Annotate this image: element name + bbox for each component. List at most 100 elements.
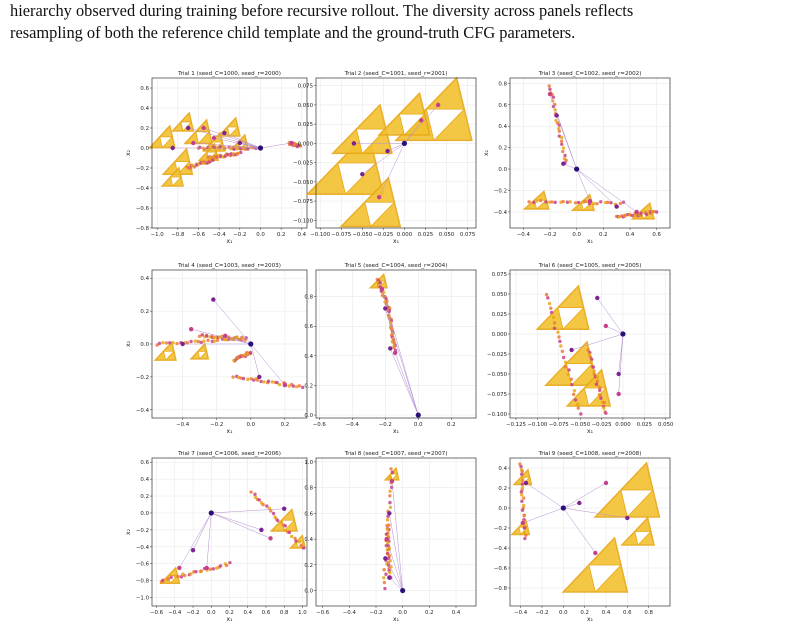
sample-point bbox=[301, 546, 306, 550]
sample-point bbox=[240, 336, 245, 340]
sample-point bbox=[520, 493, 524, 497]
y-tick-label: −0.8 bbox=[494, 586, 508, 592]
y-tick-label: 0.2 bbox=[140, 309, 149, 315]
hierarchy-link bbox=[404, 104, 439, 144]
y-tick-label: 0.000 bbox=[492, 332, 508, 338]
fractal-hole bbox=[159, 136, 174, 149]
sample-point bbox=[567, 368, 571, 372]
sample-point bbox=[519, 490, 524, 494]
sample-point bbox=[384, 572, 388, 576]
y-tick-label: 0.025 bbox=[298, 122, 313, 128]
x-tick-label: 0.0 bbox=[414, 422, 423, 428]
hierarchy-link bbox=[188, 127, 261, 149]
child-node bbox=[616, 371, 621, 377]
child-node bbox=[595, 295, 600, 301]
x-tick-label: 0.4 bbox=[626, 232, 635, 238]
y-tick-label: 0.0 bbox=[140, 511, 149, 517]
root-node bbox=[560, 505, 566, 511]
root-node bbox=[620, 331, 626, 337]
x-tick-label: −0.2 bbox=[543, 232, 556, 238]
y-tick-label: −0.025 bbox=[293, 161, 313, 167]
hierarchy-link bbox=[250, 343, 260, 377]
sample-point bbox=[590, 357, 594, 362]
hierarchy-link bbox=[213, 137, 261, 149]
sample-point bbox=[161, 578, 165, 582]
sample-point bbox=[229, 152, 233, 156]
sample-point bbox=[283, 528, 287, 533]
sample-point bbox=[269, 509, 273, 513]
child-node bbox=[554, 113, 559, 118]
sample-point bbox=[287, 384, 291, 388]
sample-point bbox=[602, 400, 606, 405]
sample-point bbox=[556, 330, 560, 334]
y-tick-label: 0.8 bbox=[304, 295, 313, 301]
hierarchy-link bbox=[605, 325, 624, 335]
sample-point bbox=[522, 503, 526, 508]
child-node bbox=[379, 287, 385, 292]
panel-trial-6: −0.125 −0.100 −0.075 −0.050 −0.025 0.000 0.025… bbox=[487, 263, 674, 435]
hierarchy-link bbox=[389, 348, 419, 416]
sample-point bbox=[235, 152, 240, 156]
hierarchy-link bbox=[179, 512, 212, 569]
x-tick-label: −0.075 bbox=[331, 232, 351, 238]
fractal-hole bbox=[170, 176, 182, 187]
sample-point bbox=[563, 360, 568, 364]
sample-point bbox=[277, 382, 282, 387]
sample-point bbox=[561, 355, 566, 360]
child-node bbox=[387, 511, 392, 516]
fractal-hole bbox=[398, 113, 426, 136]
sample-point bbox=[579, 412, 583, 416]
sample-point bbox=[385, 518, 390, 522]
x-tick-label: 0.0 bbox=[572, 232, 581, 238]
y-tick-label: 0.4 bbox=[140, 276, 149, 282]
child-node bbox=[384, 536, 389, 542]
y-tick-label: −0.4 bbox=[136, 186, 150, 192]
x-tick-label: −0.6 bbox=[192, 232, 206, 238]
hierarchy-link bbox=[381, 289, 419, 416]
sample-point bbox=[383, 586, 387, 591]
sample-point bbox=[246, 377, 250, 382]
panel-title: Trial 8 (seed_C=1007, seed_r=2007) bbox=[344, 451, 448, 457]
sample-point bbox=[568, 200, 572, 204]
hierarchy-link bbox=[571, 333, 624, 351]
sample-point bbox=[171, 341, 175, 345]
root-node bbox=[574, 166, 580, 172]
x-tick-label: 0.2 bbox=[281, 422, 290, 428]
sample-point bbox=[287, 530, 292, 535]
x-tick-label: −0.4 bbox=[517, 232, 531, 238]
y-tick-label: −0.075 bbox=[487, 392, 507, 398]
child-node bbox=[289, 140, 294, 146]
sample-point bbox=[560, 349, 565, 354]
sample-point bbox=[586, 348, 590, 352]
sample-point bbox=[197, 334, 202, 338]
x-tick-label: −0.2 bbox=[379, 422, 392, 428]
y-tick-label: 0.050 bbox=[298, 103, 314, 109]
y-tick-label: 0.2 bbox=[498, 146, 507, 152]
y-tick-label: −0.025 bbox=[487, 352, 507, 358]
x-tick-label: 0.0 bbox=[256, 232, 265, 238]
child-node bbox=[268, 536, 273, 541]
child-node bbox=[435, 102, 441, 108]
x-tick-label: 0.000 bbox=[397, 232, 413, 238]
child-node bbox=[190, 547, 196, 553]
caption-line-2: resampling of both the reference child t… bbox=[10, 23, 576, 42]
sample-point bbox=[179, 575, 184, 579]
hierarchy-link bbox=[211, 512, 271, 539]
sample-point bbox=[194, 569, 198, 574]
y-tick-label: 0.8 bbox=[304, 486, 313, 492]
sample-point bbox=[575, 402, 580, 407]
x-tick-label: −0.100 bbox=[527, 422, 548, 428]
hierarchy-link bbox=[260, 142, 292, 149]
sample-point bbox=[618, 201, 623, 206]
x-tick-label: 0.6 bbox=[262, 610, 271, 616]
y-tick-label: −0.2 bbox=[494, 189, 507, 195]
sample-point bbox=[206, 338, 210, 343]
hierarchy-link bbox=[618, 333, 624, 395]
sample-point bbox=[550, 200, 554, 204]
child-node bbox=[385, 148, 390, 154]
sample-point bbox=[522, 517, 526, 522]
child-node bbox=[204, 565, 209, 571]
child-node bbox=[389, 478, 395, 484]
sample-point bbox=[569, 377, 574, 381]
sample-point bbox=[261, 502, 265, 507]
